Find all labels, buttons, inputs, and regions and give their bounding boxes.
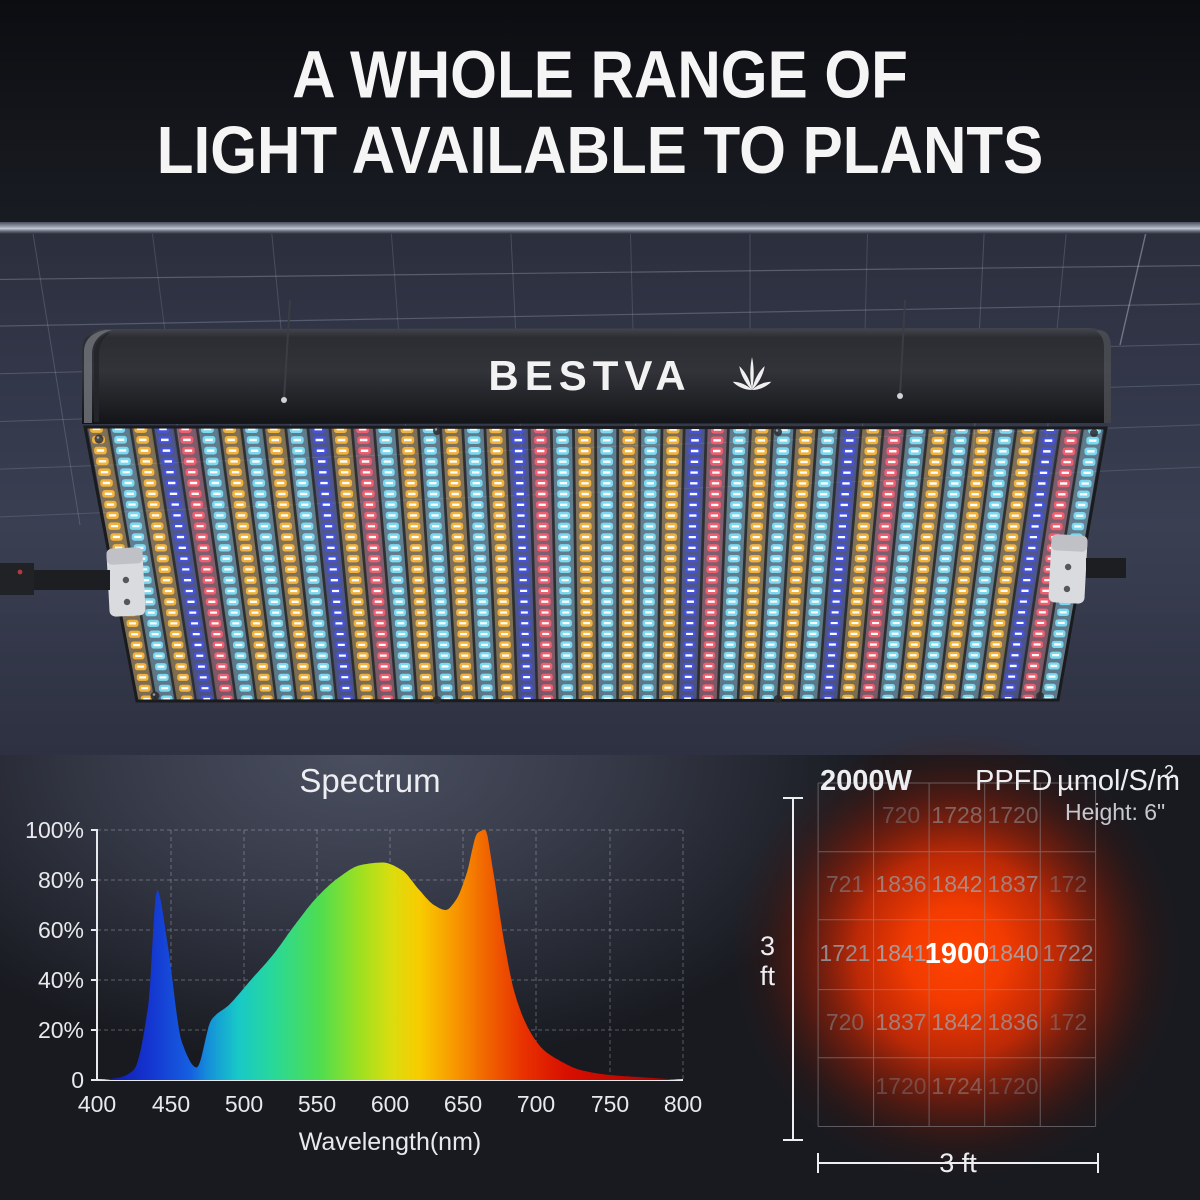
svg-text:BESTVA: BESTVA	[488, 352, 691, 399]
